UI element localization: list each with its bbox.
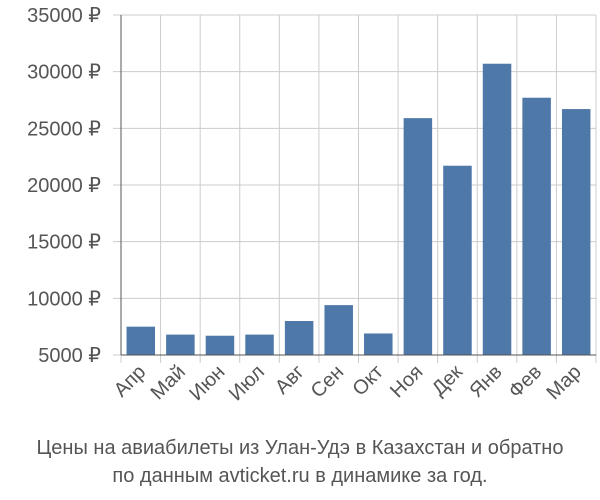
bar [284, 321, 314, 355]
y-tick-label: 30000 ₽ [27, 62, 101, 84]
bar [166, 334, 195, 355]
bar [245, 334, 274, 355]
y-tick-label: 15000 ₽ [27, 232, 101, 254]
bar [561, 109, 591, 355]
y-tick-label: 25000 ₽ [27, 118, 101, 140]
y-tick-label: 20000 ₽ [27, 175, 101, 197]
x-tick-label: Дек [428, 361, 467, 400]
gridlines [113, 14, 597, 363]
bar [205, 335, 235, 355]
y-tick-labels: 5000 ₽ 10000 ₽ 15000 ₽ 20000 ₽ 25000 ₽ 30000 … [27, 5, 101, 367]
bar-chart: 5000 ₽ 10000 ₽ 15000 ₽ 20000 ₽ 25000 ₽ 30000 … [27, 5, 597, 405]
bar [364, 333, 393, 355]
x-tick-label: Янв [465, 361, 506, 402]
x-tick-label: Мар [543, 361, 586, 404]
chart-title-line2: по данным avticket.ru в динамике за год. [112, 465, 488, 487]
axes [120, 15, 596, 356]
x-tick-label: Фев [504, 361, 546, 403]
x-tick-label: Май [147, 361, 190, 404]
x-tick-label: Ноя [386, 361, 427, 402]
bars [126, 63, 591, 355]
x-tick-label: Сен [307, 361, 348, 402]
x-tick-label: Окт [348, 361, 387, 400]
bar [482, 63, 512, 355]
bar [403, 118, 433, 355]
bar [324, 305, 353, 355]
y-tick-label: 10000 ₽ [27, 288, 101, 310]
bar [522, 97, 551, 355]
x-tick-label: Апр [110, 361, 151, 402]
x-tick-label: Авг [271, 361, 309, 399]
y-tick-label: 5000 ₽ [38, 345, 101, 367]
x-tick-label: Июл [225, 361, 269, 405]
y-tick-label: 35000 ₽ [27, 5, 101, 27]
x-tick-label: Июн [185, 361, 229, 405]
bar [126, 326, 156, 355]
bar [443, 165, 472, 355]
chart-title-line1: Цены на авиабилеты из Улан-Удэ в Казахст… [36, 437, 564, 459]
